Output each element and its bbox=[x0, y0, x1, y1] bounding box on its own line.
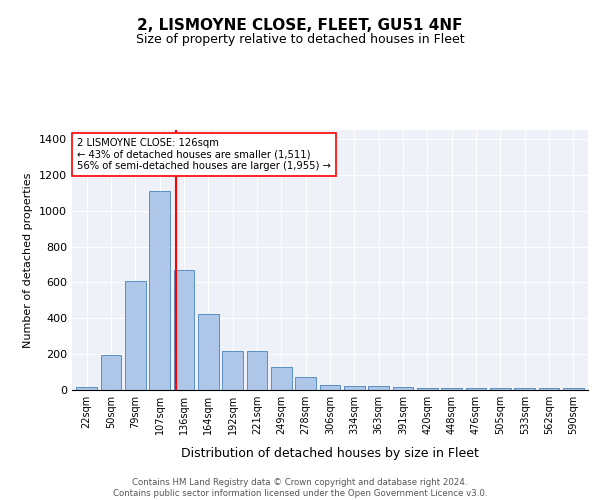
Y-axis label: Number of detached properties: Number of detached properties bbox=[23, 172, 34, 348]
Bar bbox=[466, 388, 487, 390]
Bar bbox=[247, 350, 268, 390]
Bar bbox=[76, 387, 97, 390]
Bar bbox=[368, 386, 389, 390]
Text: Size of property relative to detached houses in Fleet: Size of property relative to detached ho… bbox=[136, 32, 464, 46]
Bar bbox=[271, 366, 292, 390]
Bar bbox=[514, 388, 535, 390]
Text: Distribution of detached houses by size in Fleet: Distribution of detached houses by size … bbox=[181, 448, 479, 460]
Text: Contains HM Land Registry data © Crown copyright and database right 2024.
Contai: Contains HM Land Registry data © Crown c… bbox=[113, 478, 487, 498]
Bar bbox=[149, 191, 170, 390]
Bar bbox=[222, 350, 243, 390]
Bar bbox=[101, 356, 121, 390]
Bar bbox=[320, 384, 340, 390]
Text: 2 LISMOYNE CLOSE: 126sqm
← 43% of detached houses are smaller (1,511)
56% of sem: 2 LISMOYNE CLOSE: 126sqm ← 43% of detach… bbox=[77, 138, 331, 171]
Text: 2, LISMOYNE CLOSE, FLEET, GU51 4NF: 2, LISMOYNE CLOSE, FLEET, GU51 4NF bbox=[137, 18, 463, 32]
Bar bbox=[173, 270, 194, 390]
Bar bbox=[295, 376, 316, 390]
Bar bbox=[490, 388, 511, 390]
Bar bbox=[442, 388, 462, 390]
Bar bbox=[125, 280, 146, 390]
Bar bbox=[563, 388, 584, 390]
Bar bbox=[392, 388, 413, 390]
Bar bbox=[539, 388, 559, 390]
Bar bbox=[198, 314, 218, 390]
Bar bbox=[344, 386, 365, 390]
Bar bbox=[417, 388, 438, 390]
